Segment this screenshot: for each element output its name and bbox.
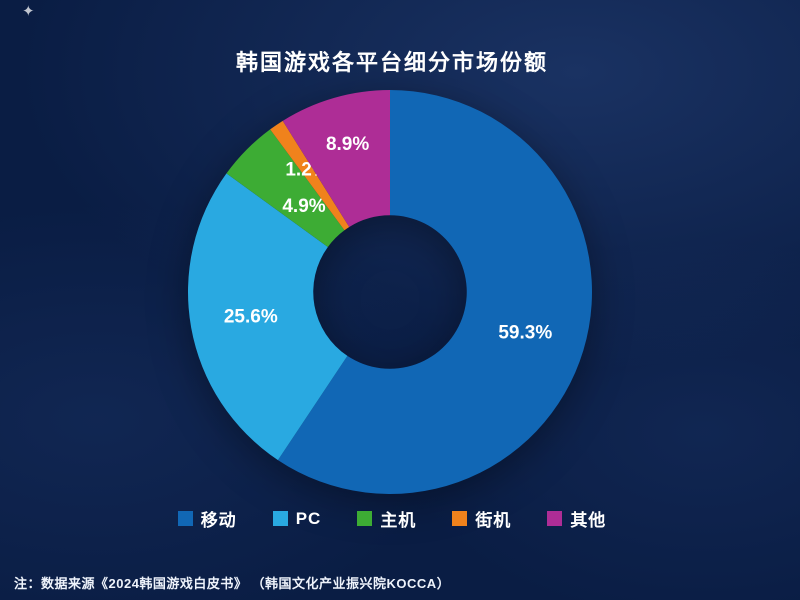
pie-slice-0: [277, 90, 592, 495]
legend-item-2: 主机: [357, 506, 416, 531]
legend-item-1: PC: [272, 508, 322, 529]
pie-slice-1: [188, 173, 348, 461]
slice-value-label: 8.9%: [326, 134, 369, 155]
legend-label: 其他: [570, 511, 607, 530]
legend-label: PC: [295, 508, 322, 528]
legend-label: 主机: [380, 511, 417, 530]
slice-value-label: 59.3%: [498, 323, 552, 344]
legend-swatch-icon: [547, 511, 563, 526]
legend-item-3: 街机: [452, 506, 511, 531]
legend-swatch-icon: [357, 511, 373, 526]
legend-swatch-icon: [177, 511, 193, 526]
slice-value-label: 25.6%: [224, 307, 278, 328]
source-note: 注：数据来源《2024韩国游戏白皮书》 （韩国文化产业振兴院KOCCA）: [14, 576, 451, 591]
legend-label: 移动: [200, 511, 237, 530]
chart-title: 韩国游戏各平台细分市场份额: [235, 49, 548, 75]
slice-value-label: 4.9%: [282, 196, 325, 217]
legend-item-4: 其他: [547, 506, 606, 531]
legend: 移动 PC 主机 街机 其他: [0, 506, 784, 531]
pie-slice-3: [270, 120, 350, 231]
pie-slice-4: [282, 90, 390, 227]
legend-swatch-icon: [272, 511, 288, 526]
legend-item-0: 移动: [177, 506, 237, 531]
legend-swatch-icon: [452, 511, 468, 526]
sparkle-icon: ✦: [22, 3, 35, 20]
legend-label: 街机: [475, 511, 512, 530]
pie-slice-2: [226, 129, 345, 247]
